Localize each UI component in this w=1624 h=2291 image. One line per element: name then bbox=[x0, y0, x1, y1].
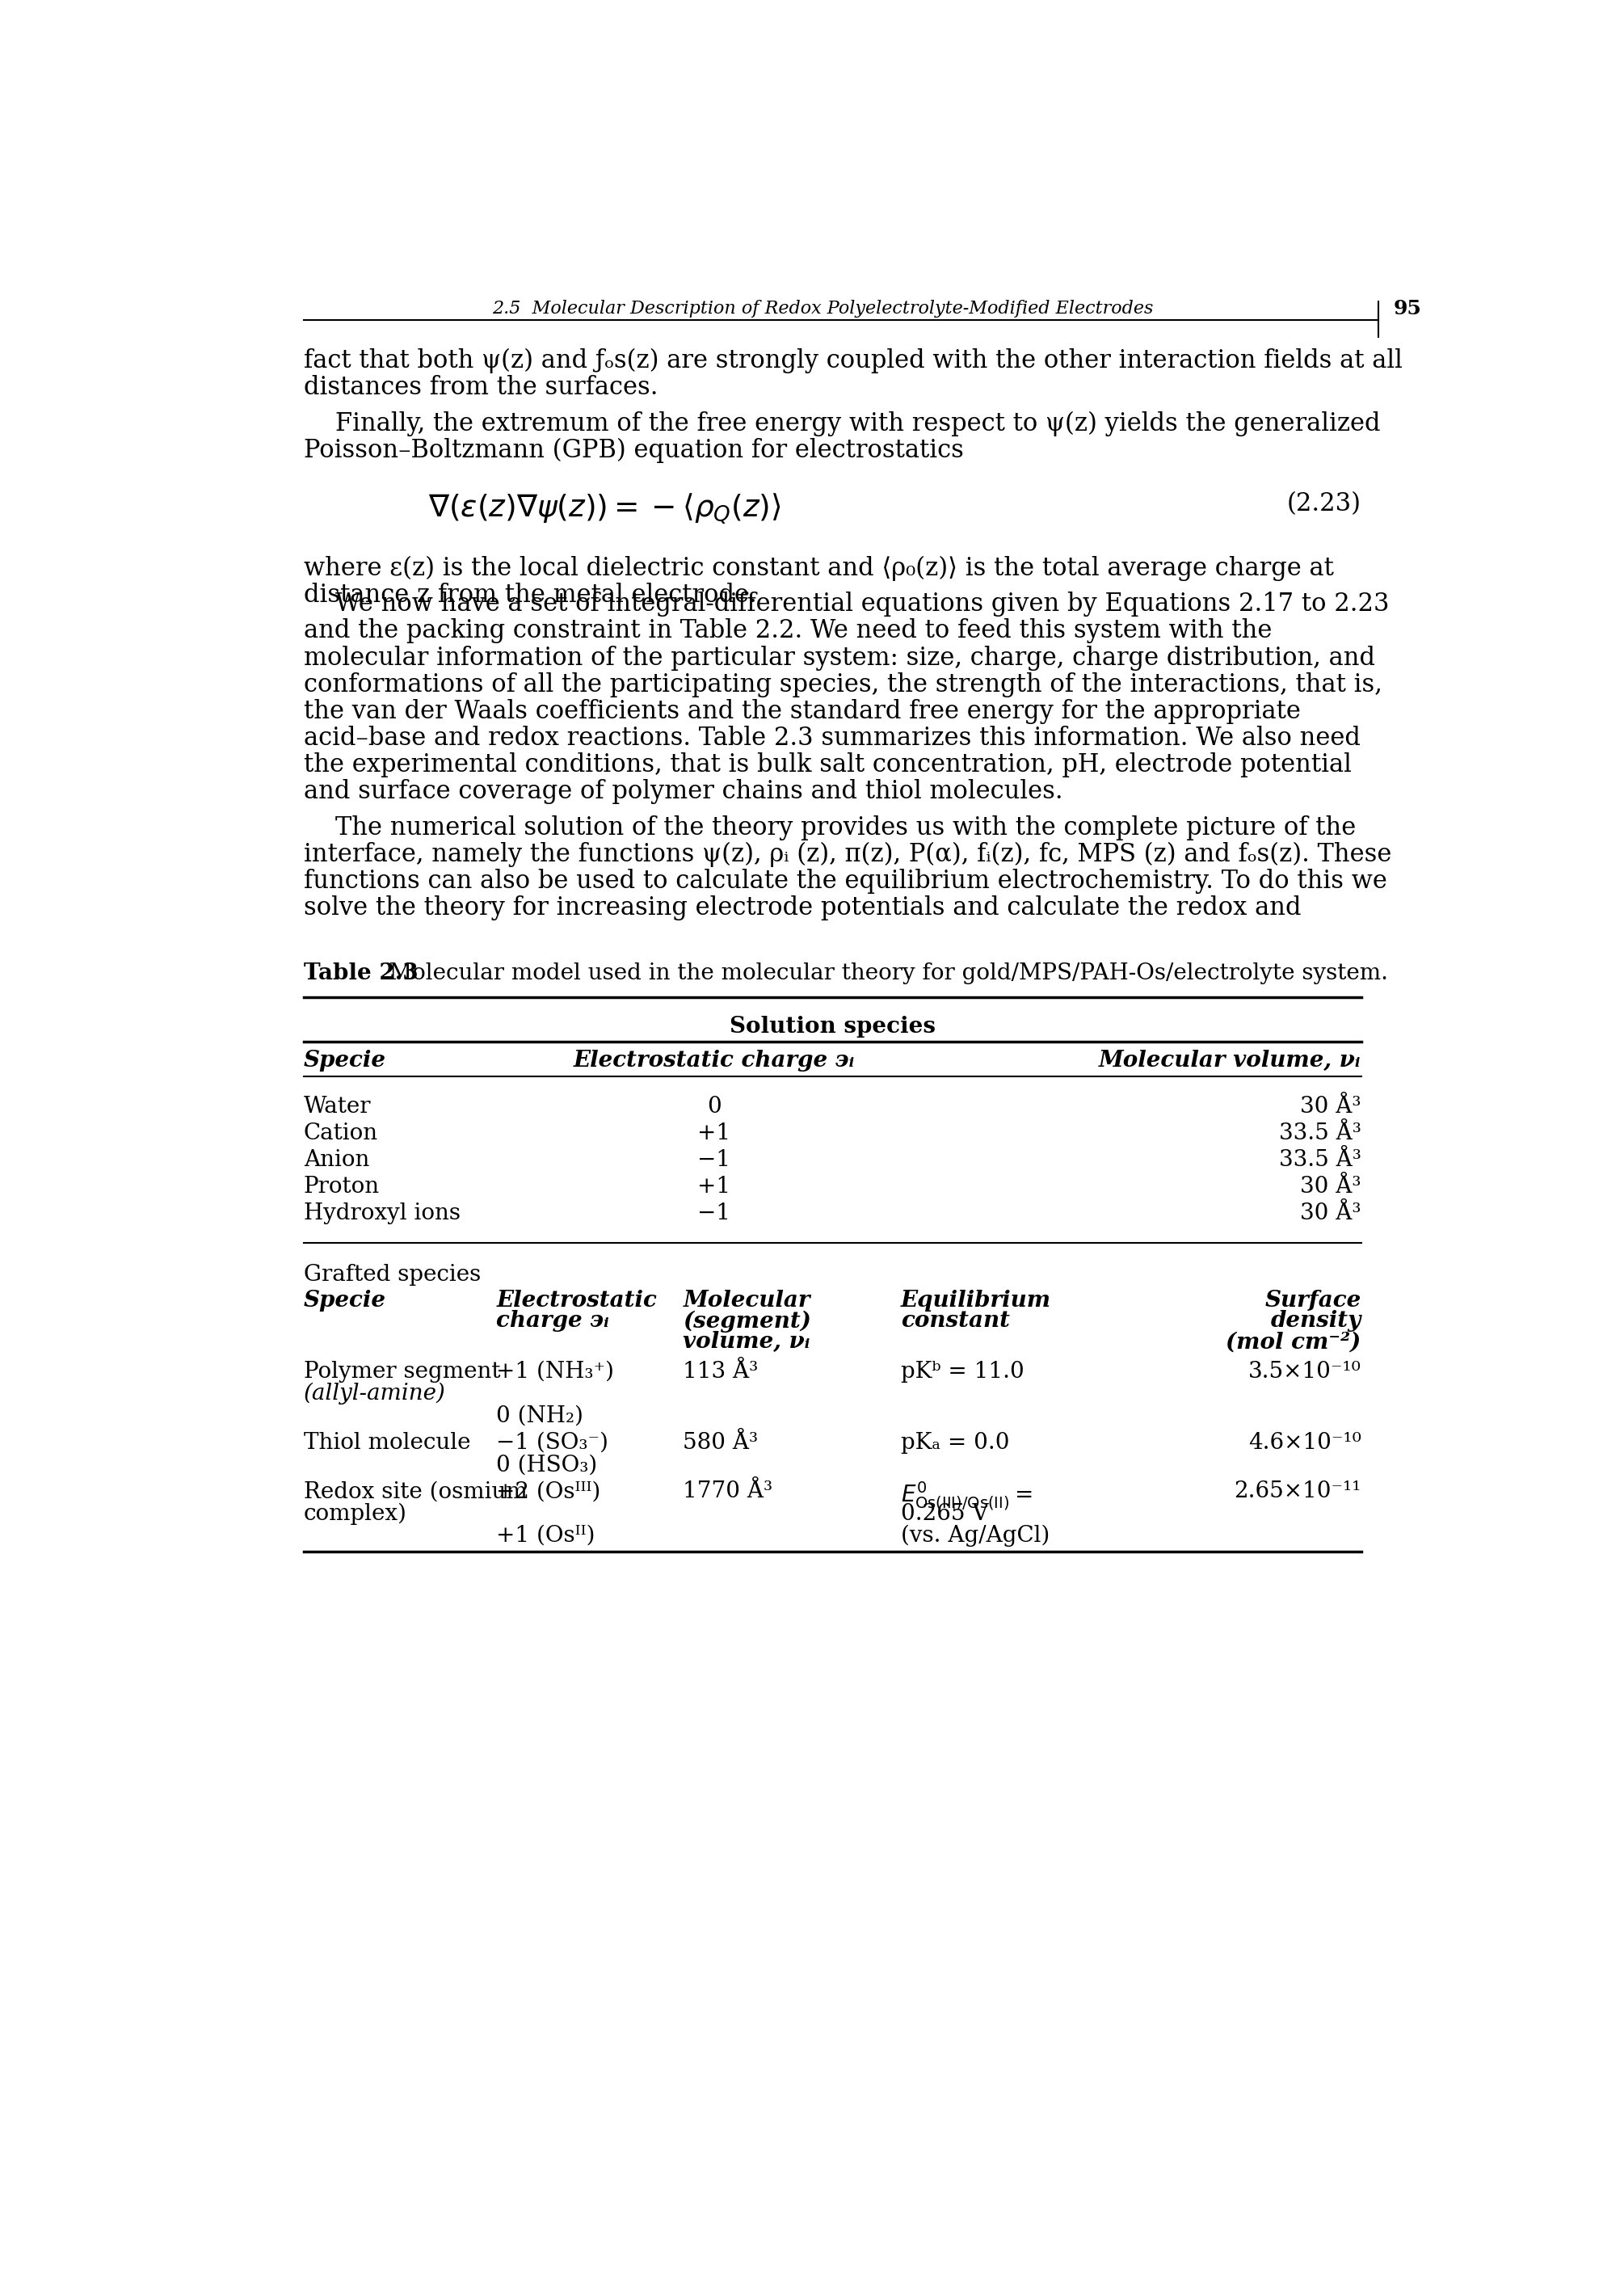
Text: density: density bbox=[1270, 1310, 1361, 1331]
Text: 113 Å³: 113 Å³ bbox=[684, 1361, 758, 1381]
Text: (2.23): (2.23) bbox=[1286, 493, 1361, 515]
Text: 3.5×10⁻¹⁰: 3.5×10⁻¹⁰ bbox=[1249, 1361, 1361, 1381]
Text: 0 (HSO₃): 0 (HSO₃) bbox=[497, 1455, 598, 1475]
Text: $\nabla(\varepsilon(z)\nabla\psi(z)) = -\langle\rho_Q(z)\rangle$: $\nabla(\varepsilon(z)\nabla\psi(z)) = -… bbox=[427, 493, 781, 525]
Text: 2.5  Molecular Description of Redox Polyelectrolyte-Modified Electrodes: 2.5 Molecular Description of Redox Polye… bbox=[492, 300, 1153, 318]
Text: Molecular: Molecular bbox=[684, 1290, 810, 1310]
Text: (allyl-amine): (allyl-amine) bbox=[304, 1381, 445, 1404]
Text: Redox site (osmium: Redox site (osmium bbox=[304, 1480, 528, 1503]
Text: 30 Å³: 30 Å³ bbox=[1301, 1095, 1361, 1118]
Text: molecular information of the particular system: size, charge, charge distributio: molecular information of the particular … bbox=[304, 646, 1376, 671]
Text: Thiol molecule: Thiol molecule bbox=[304, 1432, 471, 1455]
Text: distances from the surfaces.: distances from the surfaces. bbox=[304, 376, 658, 401]
Text: volume, νᵢ: volume, νᵢ bbox=[684, 1331, 810, 1354]
Text: 580 Å³: 580 Å³ bbox=[684, 1432, 758, 1455]
Text: −1 (SO₃⁻): −1 (SO₃⁻) bbox=[497, 1432, 609, 1455]
Text: $E^0_{\mathrm{Os(III)/Os(II)}}=$: $E^0_{\mathrm{Os(III)/Os(II)}}=$ bbox=[901, 1480, 1031, 1512]
Text: interface, namely the functions ψ(z), ρᵢ (z), π(z), P(α), fᵢ(z), fᴄ, MPS (z) and: interface, namely the functions ψ(z), ρᵢ… bbox=[304, 843, 1392, 868]
Text: Electrostatic charge ϶ᵢ: Electrostatic charge ϶ᵢ bbox=[573, 1049, 854, 1072]
Text: Equilibrium: Equilibrium bbox=[901, 1290, 1051, 1310]
Text: 0 (NH₂): 0 (NH₂) bbox=[497, 1404, 583, 1427]
Text: +2 (Osᴵᴵᴵ): +2 (Osᴵᴵᴵ) bbox=[497, 1480, 601, 1503]
Text: 95: 95 bbox=[1393, 298, 1423, 318]
Text: 4.6×10⁻¹⁰: 4.6×10⁻¹⁰ bbox=[1249, 1432, 1361, 1455]
Text: (segment): (segment) bbox=[684, 1310, 812, 1333]
Text: Specie: Specie bbox=[304, 1290, 387, 1310]
Text: Finally, the extremum of the free energy with respect to ψ(z) yields the general: Finally, the extremum of the free energy… bbox=[304, 410, 1380, 438]
Text: Electrostatic: Electrostatic bbox=[497, 1290, 658, 1310]
Text: Surface: Surface bbox=[1265, 1290, 1361, 1310]
Text: 2.65×10⁻¹¹: 2.65×10⁻¹¹ bbox=[1234, 1480, 1361, 1503]
Text: −1: −1 bbox=[698, 1203, 731, 1223]
Text: 30 Å³: 30 Å³ bbox=[1301, 1175, 1361, 1198]
Text: acid–base and redox reactions. Table 2.3 summarizes this information. We also ne: acid–base and redox reactions. Table 2.3… bbox=[304, 726, 1361, 751]
Text: distance z from the metal electrode.: distance z from the metal electrode. bbox=[304, 582, 757, 607]
Text: solve the theory for increasing electrode potentials and calculate the redox and: solve the theory for increasing electrod… bbox=[304, 896, 1301, 921]
Text: and surface coverage of polymer chains and thiol molecules.: and surface coverage of polymer chains a… bbox=[304, 779, 1062, 804]
Text: where ε(z) is the local dielectric constant and ⟨ρ₀(z)⟩ is the total average cha: where ε(z) is the local dielectric const… bbox=[304, 557, 1333, 582]
Text: 33.5 Å³: 33.5 Å³ bbox=[1278, 1123, 1361, 1143]
Text: Anion: Anion bbox=[304, 1150, 369, 1171]
Text: Grafted species: Grafted species bbox=[304, 1265, 481, 1285]
Text: 33.5 Å³: 33.5 Å³ bbox=[1278, 1150, 1361, 1171]
Text: charge ϶ᵢ: charge ϶ᵢ bbox=[497, 1310, 609, 1331]
Text: Molecular model used in the molecular theory for gold/MPS/PAH-Os/electrolyte sys: Molecular model used in the molecular th… bbox=[375, 962, 1389, 985]
Text: pKₐ = 0.0: pKₐ = 0.0 bbox=[901, 1432, 1010, 1455]
Text: Proton: Proton bbox=[304, 1175, 380, 1198]
Text: 0: 0 bbox=[706, 1095, 721, 1118]
Text: the van der Waals coefficients and the standard free energy for the appropriate: the van der Waals coefficients and the s… bbox=[304, 699, 1301, 724]
Text: conformations of all the participating species, the strength of the interactions: conformations of all the participating s… bbox=[304, 671, 1382, 696]
Text: Poisson–Boltzmann (GPB) equation for electrostatics: Poisson–Boltzmann (GPB) equation for ele… bbox=[304, 438, 963, 463]
Text: Cation: Cation bbox=[304, 1123, 378, 1143]
Text: We now have a set of integral-differential equations given by Equations 2.17 to : We now have a set of integral-differenti… bbox=[304, 591, 1389, 616]
Text: pKᵇ = 11.0: pKᵇ = 11.0 bbox=[901, 1361, 1025, 1381]
Text: +1: +1 bbox=[697, 1175, 731, 1198]
Text: fact that both ψ(z) and ƒₒs(z) are strongly coupled with the other interaction f: fact that both ψ(z) and ƒₒs(z) are stron… bbox=[304, 348, 1402, 373]
Text: Solution species: Solution species bbox=[729, 1015, 935, 1038]
Text: The numerical solution of the theory provides us with the complete picture of th: The numerical solution of the theory pro… bbox=[304, 816, 1356, 841]
Text: Table 2.3: Table 2.3 bbox=[304, 962, 417, 985]
Text: Specie: Specie bbox=[304, 1049, 387, 1072]
Text: Molecular volume, νᵢ: Molecular volume, νᵢ bbox=[1099, 1049, 1361, 1072]
Text: −1: −1 bbox=[698, 1150, 731, 1171]
Text: +1: +1 bbox=[697, 1123, 731, 1143]
Text: 1770 Å³: 1770 Å³ bbox=[684, 1480, 773, 1503]
Text: constant: constant bbox=[901, 1310, 1010, 1331]
Text: 0.265 V: 0.265 V bbox=[901, 1503, 989, 1524]
Text: Water: Water bbox=[304, 1095, 370, 1118]
Text: Polymer segment: Polymer segment bbox=[304, 1361, 500, 1381]
Text: (mol cm⁻²): (mol cm⁻²) bbox=[1226, 1331, 1361, 1354]
Text: complex): complex) bbox=[304, 1503, 408, 1526]
Text: +1 (NH₃⁺): +1 (NH₃⁺) bbox=[497, 1361, 614, 1381]
Text: +1 (Osᴵᴵ): +1 (Osᴵᴵ) bbox=[497, 1524, 596, 1546]
Text: Hydroxyl ions: Hydroxyl ions bbox=[304, 1203, 460, 1223]
Text: 30 Å³: 30 Å³ bbox=[1301, 1203, 1361, 1223]
Text: and the packing constraint in Table 2.2. We need to feed this system with the: and the packing constraint in Table 2.2.… bbox=[304, 619, 1272, 644]
Text: (vs. Ag/AgCl): (vs. Ag/AgCl) bbox=[901, 1524, 1049, 1546]
Text: the experimental conditions, that is bulk salt concentration, pH, electrode pote: the experimental conditions, that is bul… bbox=[304, 751, 1351, 777]
Text: functions can also be used to calculate the equilibrium electrochemistry. To do : functions can also be used to calculate … bbox=[304, 868, 1387, 893]
